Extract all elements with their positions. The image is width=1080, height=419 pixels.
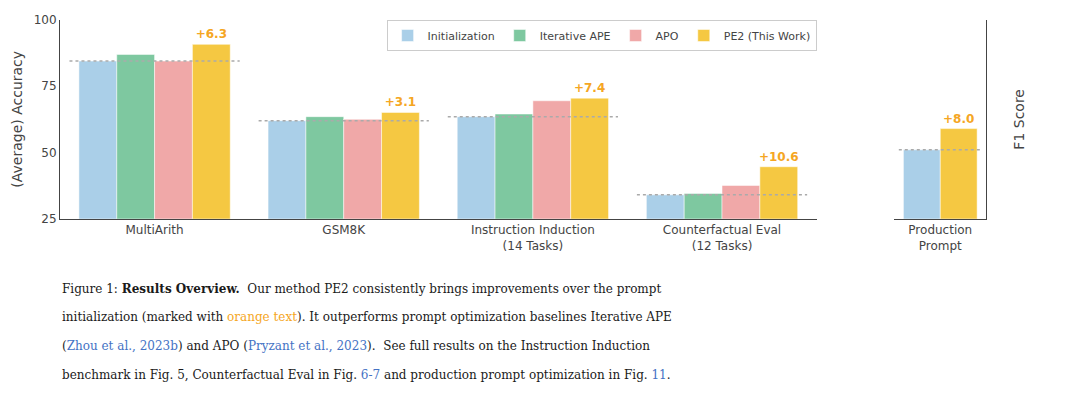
svg-text:MultiArith: MultiArith: [126, 223, 184, 237]
svg-text:+7.4: +7.4: [574, 81, 605, 95]
svg-text:75: 75: [41, 79, 56, 93]
svg-text:50: 50: [41, 146, 56, 160]
svg-text:ProductionPrompt: ProductionPrompt: [908, 223, 972, 253]
svg-text:(Zhou et al., 2023b) and APO (: (Zhou et al., 2023b) and APO (Pryzant et…: [62, 339, 650, 353]
svg-text:+3.1: +3.1: [385, 95, 416, 109]
svg-text:100: 100: [34, 13, 57, 27]
svg-text:benchmark in Fig. 5, Counterfa: benchmark in Fig. 5, Counterfactual Eval…: [62, 368, 671, 382]
svg-text:(Average) Accuracy: (Average) Accuracy: [9, 51, 25, 188]
svg-text:GSM8K: GSM8K: [322, 223, 366, 237]
svg-text:F1 Score: F1 Score: [1011, 89, 1027, 150]
svg-text:APO: APO: [656, 30, 679, 43]
svg-text:Counterfactual Eval(12 Tasks): Counterfactual Eval(12 Tasks): [663, 223, 781, 253]
svg-text:+6.3: +6.3: [196, 27, 227, 41]
svg-text:Instruction Induction(14 Tasks: Instruction Induction(14 Tasks): [471, 223, 595, 253]
svg-text:Initialization: Initialization: [428, 30, 495, 43]
svg-text:PE2 (This Work): PE2 (This Work): [724, 30, 811, 43]
svg-text:initialization (marked with or: initialization (marked with orange text)…: [62, 310, 672, 324]
svg-text:25: 25: [41, 212, 56, 226]
svg-text:Iterative APE: Iterative APE: [540, 30, 611, 43]
svg-text:+8.0: +8.0: [943, 112, 974, 126]
svg-text:+10.6: +10.6: [759, 150, 799, 164]
svg-text:Figure 1: Results Overview. O: Figure 1: Results Overview. Our method P…: [62, 282, 661, 296]
